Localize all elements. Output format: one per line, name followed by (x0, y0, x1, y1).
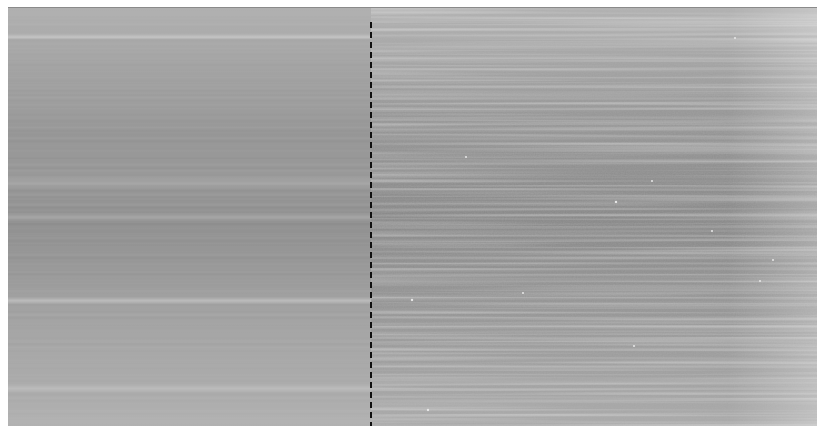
left-panel (8, 8, 371, 426)
image-view (0, 0, 817, 426)
right-edge-glow (371, 8, 817, 426)
right-panel (371, 8, 817, 426)
page (0, 0, 817, 426)
left-band-texture (8, 8, 371, 426)
